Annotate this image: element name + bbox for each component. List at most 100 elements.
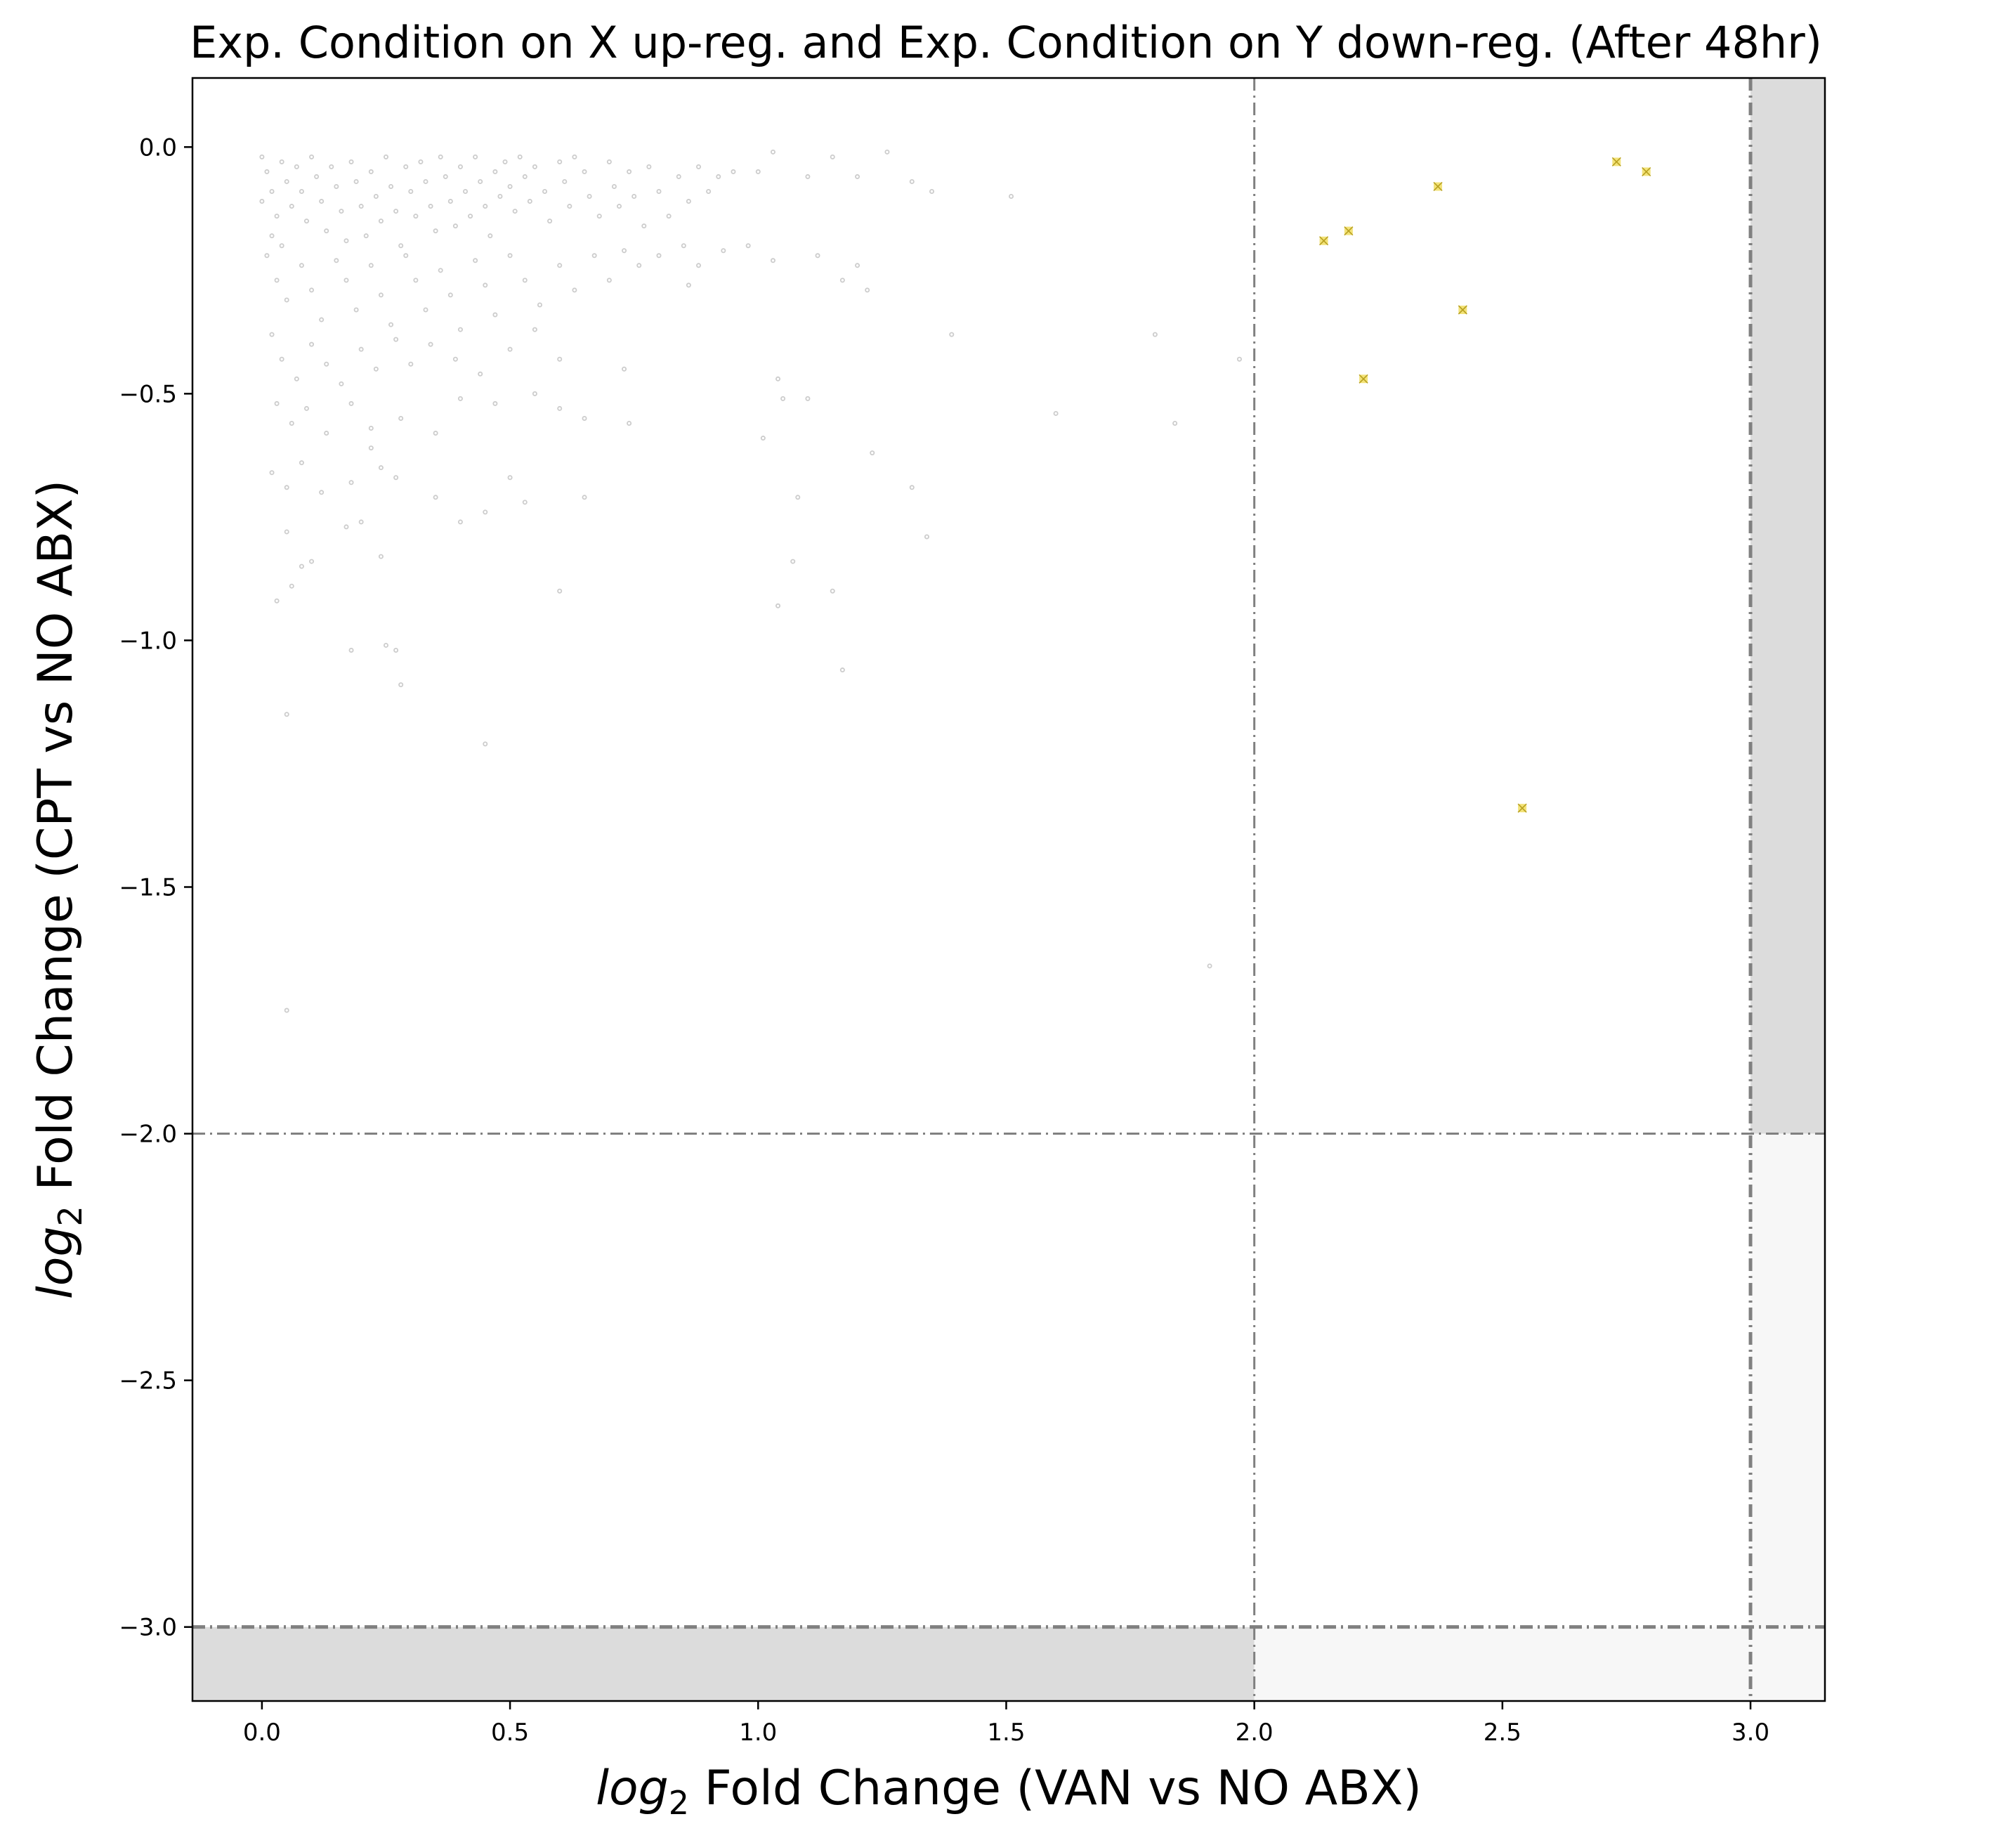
background-point bbox=[760, 436, 766, 441]
y-axis-label: log2 Fold Change (CPT vs NO ABX) bbox=[28, 480, 89, 1299]
threshold-lines bbox=[192, 78, 1825, 1701]
background-point bbox=[343, 524, 349, 530]
background-point bbox=[368, 426, 374, 431]
y-axis-ticks: 0.0 −0.5 −1.0 −1.5 −2.0 −2.5 −3.0 bbox=[119, 133, 192, 1642]
background-point bbox=[909, 485, 915, 490]
background-point bbox=[839, 667, 845, 673]
background-point bbox=[775, 603, 781, 608]
shaded-region-3 bbox=[1254, 1627, 1751, 1701]
background-point bbox=[309, 341, 315, 347]
background-point bbox=[805, 396, 811, 401]
background-point bbox=[264, 253, 270, 259]
background-point bbox=[408, 361, 414, 367]
background-point bbox=[438, 268, 443, 273]
background-point bbox=[606, 278, 612, 283]
background-point bbox=[314, 174, 320, 179]
background-point bbox=[666, 214, 672, 219]
background-point bbox=[572, 154, 577, 159]
background-point bbox=[606, 159, 612, 164]
background-point bbox=[527, 199, 532, 204]
background-point bbox=[348, 400, 354, 406]
background-point bbox=[478, 371, 483, 377]
background-point bbox=[582, 415, 587, 421]
background-point bbox=[582, 169, 587, 174]
background-point bbox=[284, 297, 289, 303]
background-point bbox=[473, 154, 478, 159]
background-point bbox=[1207, 963, 1212, 969]
background-point bbox=[279, 159, 284, 164]
background-point bbox=[353, 178, 359, 184]
background-point bbox=[696, 263, 702, 268]
background-point bbox=[403, 253, 409, 259]
background-point bbox=[279, 356, 284, 362]
background-point bbox=[398, 682, 404, 688]
background-point bbox=[348, 159, 354, 164]
y-axis-label-italic: log bbox=[28, 1226, 84, 1299]
background-point bbox=[428, 341, 433, 347]
background-point bbox=[324, 361, 329, 367]
background-point bbox=[383, 154, 388, 159]
y-axis-label-subscript: 2 bbox=[51, 1206, 89, 1226]
chart-title: Exp. Condition on X up-reg. and Exp. Con… bbox=[190, 17, 1822, 68]
background-point bbox=[319, 490, 325, 495]
highlighted-point-cross bbox=[1458, 305, 1467, 315]
background-point bbox=[770, 258, 775, 263]
background-point bbox=[433, 431, 438, 436]
x-axis-label-text: Fold Change (VAN vs NO ABX) bbox=[689, 1761, 1422, 1816]
background-point bbox=[557, 263, 563, 268]
background-point bbox=[497, 194, 503, 200]
background-point bbox=[393, 647, 399, 653]
background-point bbox=[452, 223, 458, 229]
background-point bbox=[517, 154, 523, 159]
background-point bbox=[507, 346, 513, 352]
background-point bbox=[393, 475, 399, 481]
background-point bbox=[487, 233, 493, 239]
background-point bbox=[696, 164, 702, 169]
background-point bbox=[478, 178, 483, 184]
background-point bbox=[339, 381, 344, 386]
background-point bbox=[716, 174, 721, 179]
background-point bbox=[949, 332, 955, 337]
data-points bbox=[259, 149, 1651, 1013]
background-point bbox=[309, 287, 315, 293]
background-point bbox=[447, 199, 453, 204]
background-point bbox=[348, 480, 354, 485]
background-point bbox=[433, 495, 438, 500]
background-point bbox=[557, 159, 563, 164]
background-point bbox=[770, 149, 775, 155]
shaded-regions bbox=[192, 78, 1825, 1701]
background-point bbox=[393, 337, 399, 342]
background-point bbox=[447, 292, 453, 298]
y-tick-label: −1.5 bbox=[119, 873, 177, 901]
background-point bbox=[348, 647, 354, 653]
background-point bbox=[557, 588, 563, 594]
background-point bbox=[408, 188, 414, 194]
background-point bbox=[557, 405, 563, 411]
highlighted-point bbox=[1517, 803, 1527, 813]
background-point bbox=[373, 194, 379, 200]
x-tick-label: 1.5 bbox=[987, 1719, 1025, 1747]
background-point bbox=[1053, 410, 1059, 416]
background-point bbox=[289, 420, 294, 426]
highlighted-point-cross bbox=[1344, 226, 1354, 236]
highlighted-point bbox=[1611, 157, 1621, 167]
background-point bbox=[1172, 420, 1178, 426]
background-point bbox=[403, 164, 409, 169]
background-point bbox=[522, 174, 528, 179]
background-point bbox=[780, 396, 786, 401]
plot-frame bbox=[191, 77, 1826, 1702]
background-point bbox=[731, 169, 736, 174]
background-point bbox=[368, 445, 374, 451]
background-point bbox=[284, 178, 289, 184]
y-tick-label: −2.5 bbox=[119, 1367, 177, 1395]
background-point bbox=[622, 248, 627, 254]
background-point bbox=[339, 209, 344, 214]
background-point bbox=[373, 366, 379, 372]
background-point bbox=[303, 219, 309, 224]
background-point bbox=[582, 495, 587, 500]
x-axis-label-subscript: 2 bbox=[669, 1784, 689, 1822]
highlighted-point bbox=[1642, 167, 1651, 176]
background-point bbox=[289, 204, 294, 209]
background-point bbox=[815, 253, 820, 259]
